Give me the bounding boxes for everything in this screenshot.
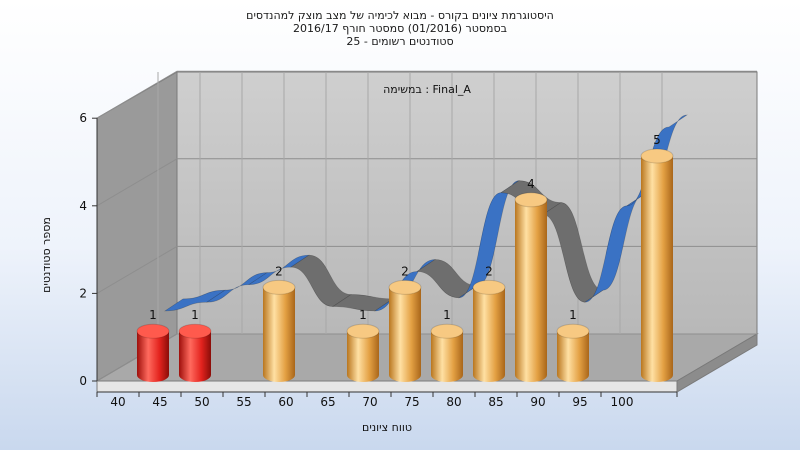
x-tick-label: 40 <box>110 395 125 409</box>
x-tick-label: 100 <box>611 395 634 409</box>
x-tick-label: 80 <box>446 395 461 409</box>
bar-75: 1 <box>430 308 464 382</box>
bar-body <box>389 287 421 382</box>
bar-90: 1 <box>556 308 590 382</box>
bar-top <box>346 323 380 339</box>
x-tick-label: 60 <box>278 395 293 409</box>
x-tick-label: 70 <box>362 395 377 409</box>
bar-body <box>347 331 379 382</box>
bar-body <box>179 331 211 382</box>
bar-top <box>388 279 422 295</box>
bar-value-label: 1 <box>359 308 367 322</box>
bar-value-label: 2 <box>401 264 409 278</box>
bar-top <box>514 192 548 208</box>
chart-subtitle-students: סטודנטים רשומים - 25 <box>346 35 454 48</box>
axes <box>96 118 677 393</box>
bar-body <box>431 331 463 382</box>
bar-85: 4 <box>514 177 548 382</box>
bar-value-label: 2 <box>275 264 283 278</box>
y-tick-label: 0 <box>79 374 87 388</box>
bar-top <box>178 323 212 339</box>
inner-label: במשימה : Final_A <box>383 83 471 96</box>
y-tick-label: 4 <box>79 199 87 213</box>
bar-100: 5 <box>640 133 674 382</box>
bar-value-label: 1 <box>149 308 157 322</box>
x-tick-label: 45 <box>152 395 167 409</box>
chart-title: היסטוגרמת ציונים בקורס - מבוא לכימיה של … <box>246 9 554 22</box>
bar-55: 2 <box>262 264 296 382</box>
x-tick-label: 55 <box>236 395 251 409</box>
y-tick-label: 6 <box>79 111 87 125</box>
x-tick-label: 90 <box>530 395 545 409</box>
bar-70: 2 <box>388 264 422 382</box>
bar-value-label: 1 <box>191 308 199 322</box>
y-gridline <box>96 70 757 119</box>
chart-subtitle-semester: בסמסטר (01/2016) סמסטר חורף 2016/17 <box>293 22 507 35</box>
bar-body <box>641 156 673 382</box>
bar-body <box>515 199 547 382</box>
x-tick-label: 50 <box>194 395 209 409</box>
bar-value-label: 4 <box>527 177 535 191</box>
bar-top <box>136 323 170 339</box>
y-tick-label: 2 <box>79 286 87 300</box>
bar-body <box>473 287 505 382</box>
y-axis-title: מספר סטודנטים <box>40 217 53 293</box>
bar-top <box>430 323 464 339</box>
floor-side <box>676 333 758 393</box>
x-axis-title: טווח ציונים <box>362 421 412 434</box>
bar-45: 1 <box>178 308 212 382</box>
bar-top <box>640 148 674 164</box>
bar-80: 2 <box>472 264 506 382</box>
bars: 1 1 2 1 2 1 2 4 1 5 <box>136 133 674 382</box>
bar-value-label: 1 <box>443 308 451 322</box>
bar-top <box>556 323 590 339</box>
bar-value-label: 2 <box>485 264 493 278</box>
bar-body <box>557 331 589 382</box>
y-gridline <box>96 158 757 207</box>
x-tick-label: 95 <box>572 395 587 409</box>
floor-edge <box>96 380 678 393</box>
x-tick-label: 85 <box>488 395 503 409</box>
x-tick-label: 75 <box>404 395 419 409</box>
x-tick-label: 65 <box>320 395 335 409</box>
bar-top <box>262 279 296 295</box>
bar-body <box>137 331 169 382</box>
bar-value-label: 1 <box>569 308 577 322</box>
chart-title-block: היסטוגרמת ציונים בקורס - מבוא לכימיה של … <box>0 9 800 48</box>
bar-value-label: 5 <box>653 133 661 147</box>
bar-body <box>263 287 295 382</box>
bar-65: 1 <box>346 308 380 382</box>
bar-top <box>472 279 506 295</box>
bar-40: 1 <box>136 308 170 382</box>
